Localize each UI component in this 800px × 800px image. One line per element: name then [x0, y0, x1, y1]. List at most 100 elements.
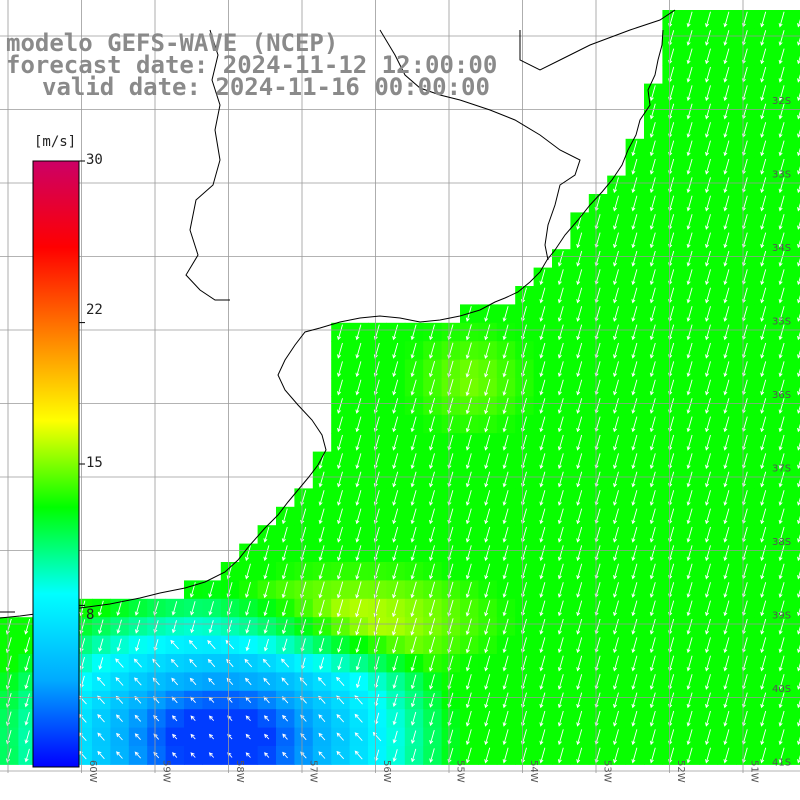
- wind-arrow: [760, 398, 767, 414]
- wind-arrow: [649, 618, 656, 635]
- wind-arrow: [170, 658, 179, 668]
- wind-arrow: [502, 582, 509, 598]
- wind-arrow: [723, 177, 730, 194]
- wind-arrow: [24, 730, 30, 744]
- wind-arrow: [465, 545, 472, 562]
- wind-arrow: [410, 674, 417, 690]
- wind-arrow: [263, 600, 270, 617]
- wind-arrow: [649, 416, 656, 433]
- wind-cell: [791, 727, 800, 747]
- wind-arrow: [778, 563, 785, 580]
- wind-arrow: [649, 269, 656, 286]
- wind-arrow: [686, 11, 693, 28]
- wind-arrow: [410, 545, 417, 562]
- wind-arrow: [502, 674, 509, 690]
- wind-arrow: [723, 655, 730, 672]
- wind-arrow: [244, 677, 252, 686]
- wind-arrow: [631, 508, 638, 525]
- wind-arrow: [282, 751, 288, 759]
- wind-arrow: [613, 177, 619, 194]
- wind-arrow: [502, 379, 509, 396]
- wind-arrow: [502, 490, 509, 506]
- wind-arrow: [723, 214, 730, 230]
- wind-arrow: [649, 729, 656, 746]
- wind-arrow: [281, 526, 288, 543]
- wind-arrow: [429, 692, 435, 708]
- wind-arrow: [705, 692, 711, 709]
- wind-arrow: [245, 733, 251, 740]
- wind-arrow: [188, 639, 198, 650]
- wind-arrow: [539, 729, 546, 746]
- wind-arrow: [576, 269, 583, 286]
- wind-cell: [791, 598, 800, 618]
- wind-arrow: [539, 692, 546, 709]
- wind-cell: [791, 83, 800, 103]
- wind-arrow: [392, 563, 399, 580]
- wind-arrow: [465, 655, 472, 672]
- wind-arrow: [557, 600, 564, 617]
- wind-arrow: [410, 563, 417, 580]
- wind-arrow: [263, 638, 269, 652]
- wind-arrow: [318, 732, 326, 741]
- lat-label: 36S: [772, 390, 791, 401]
- wind-arrow: [631, 379, 638, 396]
- wind-arrow: [245, 563, 251, 580]
- wind-arrow: [705, 85, 711, 102]
- wind-cell: [791, 28, 800, 48]
- wind-arrow: [429, 434, 435, 451]
- wind-arrow: [410, 655, 417, 672]
- wind-arrow: [686, 158, 693, 175]
- wind-arrow: [97, 600, 104, 617]
- wind-arrow: [705, 600, 711, 617]
- wind-arrow: [465, 508, 472, 525]
- wind-arrow: [336, 676, 345, 687]
- wind-arrow: [318, 714, 326, 723]
- wind-arrow: [760, 637, 767, 654]
- wind-arrow: [391, 599, 399, 618]
- wind-arrow: [410, 599, 417, 618]
- wind-arrow: [705, 140, 711, 157]
- wind-arrow: [410, 748, 417, 763]
- wind-arrow: [189, 677, 197, 686]
- wind-arrow: [465, 397, 472, 415]
- title-model: modelo GEFS-WAVE (NCEP): [6, 29, 339, 57]
- wind-arrow: [24, 748, 30, 763]
- wind-arrow: [337, 398, 343, 414]
- wind-arrow: [24, 711, 30, 726]
- wind-arrow: [686, 122, 693, 138]
- wind-arrow: [281, 581, 288, 599]
- wind-arrow: [429, 453, 435, 470]
- wind-arrow: [705, 618, 711, 635]
- wind-arrow: [760, 526, 767, 543]
- wind-arrow: [502, 471, 509, 488]
- wind-arrow: [429, 748, 435, 763]
- wind-arrow: [686, 342, 693, 359]
- wind-arrow: [723, 103, 730, 120]
- wind-arrow: [631, 140, 638, 157]
- wind-arrow: [539, 747, 546, 764]
- wind-arrow: [135, 638, 141, 652]
- wind-arrow: [208, 601, 214, 616]
- wind-arrow: [410, 324, 417, 341]
- wind-arrow: [778, 508, 785, 525]
- wind-arrow: [429, 342, 436, 359]
- wind-cell: [791, 359, 800, 379]
- wind-arrow: [392, 453, 399, 470]
- wind-arrow: [576, 490, 583, 506]
- wind-arrow: [282, 714, 289, 722]
- wind-arrow: [172, 752, 178, 758]
- wind-arrow: [686, 471, 693, 488]
- wind-arrow: [778, 342, 785, 359]
- wind-arrow: [336, 581, 344, 599]
- wind-arrow: [539, 637, 546, 654]
- wind-arrow: [116, 619, 122, 634]
- wind-arrow: [613, 379, 619, 396]
- wind-arrow: [557, 692, 564, 709]
- wind-arrow: [502, 692, 509, 709]
- wind-cell: [791, 543, 800, 563]
- wind-arrow: [760, 416, 767, 433]
- wind-arrow: [318, 508, 325, 525]
- lat-label: 35S: [772, 317, 791, 328]
- wind-arrow: [705, 563, 711, 580]
- wind-arrow: [355, 618, 362, 636]
